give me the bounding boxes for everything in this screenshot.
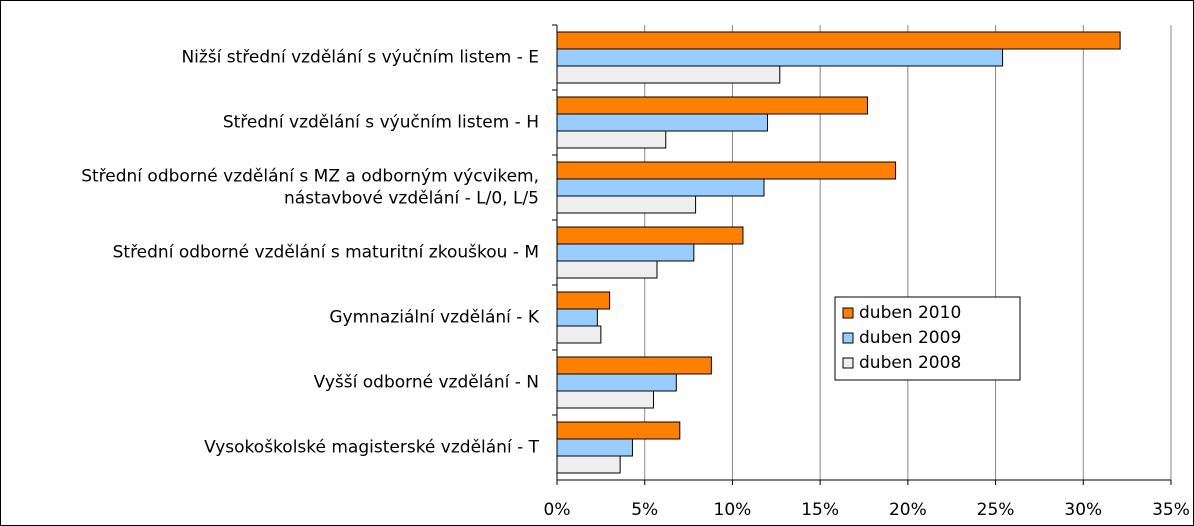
x-tick-label: 25% (977, 500, 1015, 520)
bar (556, 373, 677, 392)
bar (556, 48, 1004, 67)
x-tick-label: 35% (1152, 500, 1190, 520)
legend-swatch (842, 307, 854, 319)
y-tick-label: Střední odborné vzdělání s MZ a odborným… (81, 167, 539, 209)
x-tick-label: 0% (544, 500, 571, 520)
bar (556, 31, 1121, 50)
bar (556, 96, 869, 115)
legend-label: duben 2008 (859, 353, 961, 373)
x-tick-label: 15% (801, 500, 839, 520)
x-tick-label: 20% (889, 500, 927, 520)
legend-swatch (842, 357, 854, 369)
y-tick-label: Gymnaziální vzdělání - K (329, 308, 539, 328)
y-tick-label: Nižší střední vzdělání s výučním listem … (181, 48, 539, 68)
bar (556, 291, 611, 310)
bar (556, 260, 658, 279)
bar (556, 113, 769, 132)
legend-label: duben 2009 (859, 328, 961, 348)
bar (556, 243, 695, 262)
bar (556, 226, 744, 245)
y-tick-label: Vysokoškolské magisterské vzdělání - T (204, 438, 540, 458)
legend-swatch (842, 332, 854, 344)
y-tick-label: Střední vzdělání s výučním listem - H (223, 113, 539, 133)
bar (556, 390, 654, 409)
bar (556, 356, 712, 375)
legend-label: duben 2010 (859, 303, 961, 323)
bar (556, 325, 602, 344)
bar (556, 130, 667, 149)
bar (556, 455, 621, 474)
bar (556, 178, 765, 197)
bar (556, 308, 598, 327)
bar (556, 438, 633, 457)
y-tick-label: Vyšší odborné vzdělání - N (314, 373, 539, 393)
x-tick-label: 30% (1064, 500, 1102, 520)
bar (556, 65, 781, 84)
legend-box (834, 296, 1021, 381)
bar (556, 161, 897, 180)
x-tick-label: 10% (714, 500, 752, 520)
bar (556, 195, 697, 214)
bar (556, 421, 681, 440)
y-tick-label: Střední odborné vzdělání s maturitní zko… (113, 243, 539, 263)
x-tick-label: 5% (631, 500, 658, 520)
